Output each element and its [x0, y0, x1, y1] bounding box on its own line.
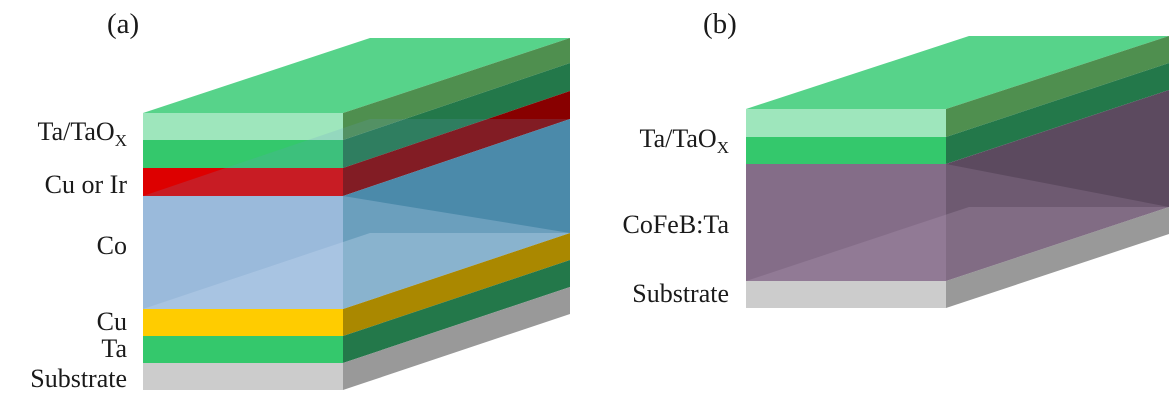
- stack-a-side-ta: [343, 260, 570, 363]
- stack-a-front-substrate: [143, 363, 343, 390]
- stack-b-front-ta-green: [746, 137, 946, 164]
- stack-b-cofeb-inner-plane: [746, 207, 1169, 281]
- stack-b-side-ta-top: [946, 36, 1169, 137]
- stack-a-side-ta-green: [343, 63, 570, 168]
- stack-a-side-co: [343, 119, 570, 309]
- stack-b-front-substrate: [746, 281, 946, 308]
- stack-a-side-ta-top: [343, 38, 570, 140]
- panel-b-label: (b): [703, 8, 737, 40]
- panel-a-label: (a): [107, 8, 139, 40]
- stack-a-side-cu: [343, 233, 570, 336]
- label-b-cofeb-ta: CoFeB:Ta: [622, 210, 729, 239]
- stack-b-side-cofeb: [946, 90, 1169, 281]
- stack-a-front-ta-top: [143, 113, 343, 140]
- stack-a-front-ta-green: [143, 140, 343, 168]
- label-a-co: Co: [97, 231, 127, 260]
- stack-a-front-cu: [143, 309, 343, 336]
- label-a-substrate: Substrate: [30, 364, 127, 393]
- stack-b-front-cofeb: [746, 164, 946, 281]
- stack-a-front-ta: [143, 336, 343, 363]
- label-a-cu: Cu: [97, 307, 127, 336]
- label-a-ta-taox: Ta/TaOX: [38, 117, 128, 150]
- stack-a-side-cu-ir: [343, 91, 570, 196]
- stack-b-front-ta-top: [746, 109, 946, 137]
- label-a-cu-or-ir: Cu or Ir: [45, 170, 128, 199]
- stack-b-side-substrate: [946, 207, 1169, 308]
- stack-a-side-substrate: [343, 287, 570, 390]
- label-b-substrate: Substrate: [632, 279, 729, 308]
- stack-b-cofeb-diagonal-shade: [746, 164, 1169, 281]
- stack-a-co-inner-plane: [143, 233, 570, 309]
- label-a-ta: Ta: [101, 334, 127, 363]
- stack-a-co-back-plane: [143, 119, 570, 196]
- label-b-ta-taox: Ta/TaOX: [640, 124, 730, 157]
- stack-b-top-face: [746, 36, 1169, 109]
- stack-a-top-face: [143, 38, 570, 113]
- stack-a-front-co: [143, 196, 343, 309]
- panel-b: (b) Ta/TaOX CoFeB:Ta Substrate: [622, 8, 1169, 308]
- stack-a-co-diagonal-shade: [143, 196, 570, 309]
- stack-b-side-ta-green: [946, 63, 1169, 164]
- panel-a: (a) Ta/TaOX Cu or Ir Co Cu Ta Substrate: [30, 8, 570, 393]
- stack-a-front-cu-ir: [143, 168, 343, 196]
